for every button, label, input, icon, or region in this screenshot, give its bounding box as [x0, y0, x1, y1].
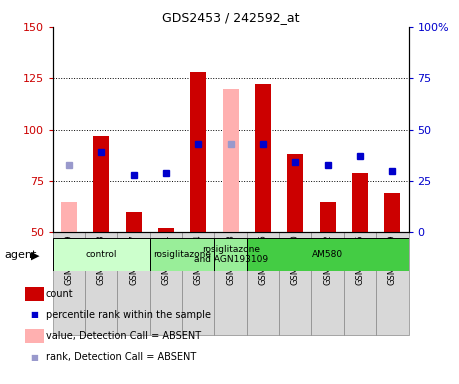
- Bar: [53, 232, 85, 335]
- Text: GSM132927: GSM132927: [129, 234, 138, 285]
- Bar: [214, 238, 247, 271]
- Bar: [223, 88, 239, 232]
- Text: GSM132924: GSM132924: [194, 234, 203, 285]
- Text: rosiglitazone
and AGN193109: rosiglitazone and AGN193109: [194, 245, 268, 264]
- Bar: [53, 238, 150, 271]
- Bar: [182, 232, 214, 335]
- Bar: [126, 212, 142, 232]
- Text: GSM132925: GSM132925: [356, 234, 364, 285]
- Bar: [190, 72, 207, 232]
- Bar: [384, 193, 400, 232]
- Bar: [150, 232, 182, 335]
- Bar: [376, 232, 409, 335]
- Bar: [255, 84, 271, 232]
- Text: ■: ■: [30, 310, 39, 319]
- Bar: [85, 232, 118, 335]
- Bar: [247, 238, 409, 271]
- Bar: [319, 202, 336, 232]
- Bar: [150, 238, 214, 271]
- Text: rank, Detection Call = ABSENT: rank, Detection Call = ABSENT: [46, 352, 196, 362]
- Text: control: control: [85, 250, 117, 259]
- Text: percentile rank within the sample: percentile rank within the sample: [46, 310, 211, 320]
- Text: GSM132922: GSM132922: [323, 234, 332, 285]
- Text: AM580: AM580: [312, 250, 343, 259]
- Text: agent: agent: [5, 250, 37, 260]
- Text: GSM132930: GSM132930: [291, 234, 300, 285]
- Text: rosiglitazone: rosiglitazone: [153, 250, 211, 259]
- Bar: [344, 232, 376, 335]
- Text: ▶: ▶: [31, 250, 40, 260]
- Title: GDS2453 / 242592_at: GDS2453 / 242592_at: [162, 11, 299, 24]
- Bar: [312, 232, 344, 335]
- Text: GSM132919: GSM132919: [64, 234, 73, 285]
- Bar: [287, 154, 303, 232]
- Text: ■: ■: [30, 353, 39, 362]
- Text: GSM132928: GSM132928: [226, 234, 235, 285]
- Bar: [61, 202, 77, 232]
- Bar: [214, 232, 247, 335]
- Text: GSM132929: GSM132929: [388, 234, 397, 285]
- Bar: [93, 136, 109, 232]
- Bar: [158, 228, 174, 232]
- Bar: [279, 232, 312, 335]
- Text: GSM132926: GSM132926: [258, 234, 268, 285]
- Bar: [247, 232, 279, 335]
- Text: count: count: [46, 289, 73, 299]
- Bar: [352, 173, 368, 232]
- Text: GSM132923: GSM132923: [97, 234, 106, 285]
- Text: value, Detection Call = ABSENT: value, Detection Call = ABSENT: [46, 331, 201, 341]
- Text: GSM132921: GSM132921: [162, 234, 170, 285]
- Bar: [118, 232, 150, 335]
